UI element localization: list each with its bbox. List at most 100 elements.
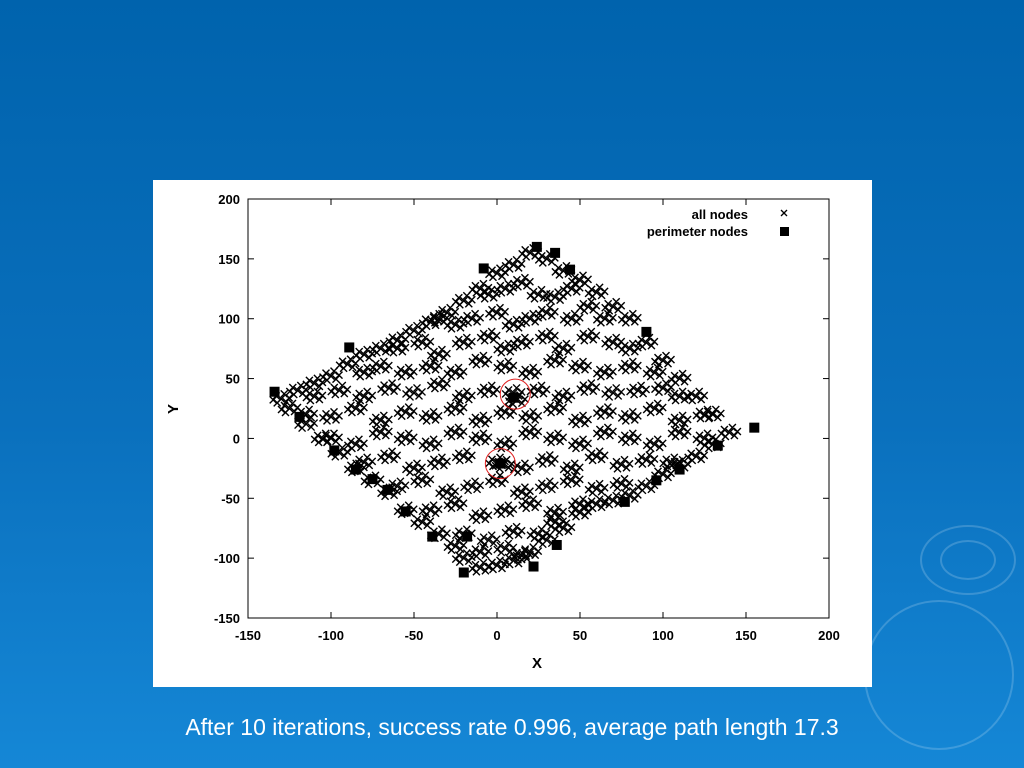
all-node-point bbox=[617, 429, 642, 447]
all-node-point bbox=[460, 477, 485, 495]
perimeter-node-point bbox=[508, 392, 519, 403]
all-node-point bbox=[659, 453, 684, 471]
all-node-point bbox=[543, 503, 568, 521]
perimeter-node-point bbox=[329, 445, 340, 456]
all-node-point bbox=[418, 407, 443, 425]
all-node-point bbox=[501, 522, 526, 540]
perimeter-node-point bbox=[294, 411, 305, 422]
perimeter-node-point bbox=[651, 475, 662, 486]
all-node-point bbox=[485, 264, 509, 282]
all-node-point bbox=[451, 447, 476, 465]
all-node-point bbox=[692, 405, 717, 423]
all-node-point bbox=[684, 447, 709, 465]
all-node-point bbox=[576, 379, 601, 397]
all-node-point bbox=[526, 285, 551, 303]
all-node-point bbox=[667, 423, 692, 441]
all-node-point bbox=[451, 387, 476, 405]
all-node-point bbox=[543, 351, 568, 369]
x-tick-label: 150 bbox=[735, 628, 757, 643]
all-node-point bbox=[476, 531, 501, 549]
all-node-point bbox=[609, 455, 634, 473]
all-node-point bbox=[418, 435, 443, 453]
perimeter-node-point bbox=[458, 567, 469, 578]
all-node-point bbox=[534, 303, 559, 321]
all-node-point bbox=[343, 435, 368, 453]
all-node-point bbox=[435, 483, 460, 501]
legend-label-all-nodes: all nodes bbox=[692, 207, 748, 222]
all-node-point bbox=[592, 403, 617, 421]
y-tick-label: 50 bbox=[226, 372, 240, 387]
perimeter-node-point bbox=[462, 531, 473, 542]
all-node-point bbox=[592, 423, 617, 441]
perimeter-node-point bbox=[269, 386, 280, 397]
all-node-point bbox=[617, 309, 642, 327]
all-node-point bbox=[617, 407, 642, 425]
all-node-point bbox=[426, 375, 451, 393]
slide-caption: After 10 iterations, success rate 0.996,… bbox=[185, 714, 839, 740]
all-node-point bbox=[393, 363, 418, 381]
all-node-point bbox=[609, 474, 634, 492]
all-node-point bbox=[568, 411, 592, 429]
all-node-point bbox=[543, 513, 568, 531]
all-node-point bbox=[485, 303, 509, 321]
all-node-point bbox=[493, 357, 518, 375]
all-node-point bbox=[410, 513, 435, 531]
all-node-point bbox=[576, 327, 601, 345]
all-node-point bbox=[592, 363, 617, 381]
all-node-point bbox=[443, 363, 468, 381]
perimeter-node-point bbox=[565, 264, 576, 275]
all-node-point bbox=[692, 429, 717, 447]
all-node-point bbox=[518, 543, 543, 561]
all-node-point bbox=[518, 495, 543, 513]
all-node-point bbox=[634, 450, 659, 468]
all-node-point bbox=[717, 423, 742, 441]
all-node-point bbox=[377, 379, 402, 397]
all-nodes-series bbox=[269, 243, 742, 576]
all-node-point bbox=[493, 339, 518, 357]
all-node-point bbox=[568, 435, 592, 453]
perimeter-node-point bbox=[551, 539, 562, 550]
all-node-point bbox=[543, 399, 568, 417]
all-node-point bbox=[443, 423, 468, 441]
y-tick-label: 200 bbox=[218, 192, 240, 207]
all-node-point bbox=[402, 321, 426, 339]
all-node-point bbox=[476, 285, 501, 303]
all-node-point bbox=[468, 279, 493, 297]
all-node-point bbox=[443, 537, 468, 555]
all-node-point bbox=[634, 477, 659, 495]
all-node-point bbox=[617, 339, 642, 357]
all-node-point bbox=[534, 327, 559, 345]
all-node-point bbox=[468, 558, 493, 576]
all-node-point bbox=[526, 525, 551, 543]
all-node-point bbox=[543, 429, 568, 447]
x-tick-label: -150 bbox=[235, 628, 261, 643]
all-node-point bbox=[526, 381, 551, 399]
all-node-point bbox=[509, 273, 534, 291]
perimeter-node-point bbox=[528, 561, 539, 572]
all-node-point bbox=[468, 429, 493, 447]
all-node-point bbox=[451, 291, 476, 309]
x-tick-label: 100 bbox=[652, 628, 674, 643]
all-node-point bbox=[601, 383, 626, 401]
all-node-point bbox=[368, 423, 393, 441]
all-node-point bbox=[319, 429, 343, 447]
perimeter-node-point bbox=[531, 241, 542, 252]
all-node-point bbox=[551, 339, 576, 357]
all-node-point bbox=[501, 255, 526, 273]
all-node-point bbox=[667, 387, 692, 405]
all-node-point bbox=[667, 411, 692, 429]
highlight-circle bbox=[484, 448, 516, 480]
all-node-point bbox=[443, 315, 468, 333]
all-node-point bbox=[410, 333, 435, 351]
all-node-point bbox=[460, 309, 485, 327]
y-tick-label: -50 bbox=[221, 491, 240, 506]
all-node-point bbox=[385, 339, 410, 357]
all-node-point bbox=[352, 363, 377, 381]
perimeter-nodes-series bbox=[269, 241, 760, 578]
all-node-point bbox=[402, 383, 426, 401]
all-node-point bbox=[319, 367, 343, 385]
all-node-point bbox=[642, 399, 667, 417]
y-tick-label: 150 bbox=[218, 252, 240, 267]
all-node-point bbox=[559, 279, 584, 297]
